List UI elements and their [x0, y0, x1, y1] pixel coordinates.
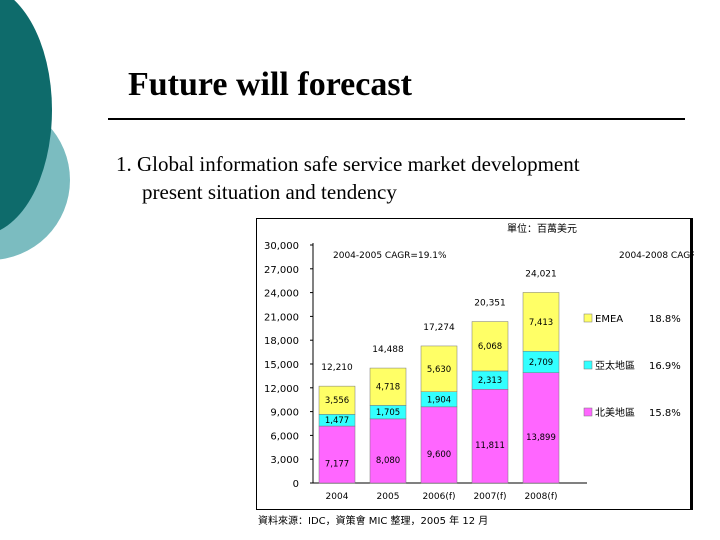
bar-total-label: 24,021	[525, 269, 557, 279]
y-tick-label: 21,000	[264, 312, 299, 323]
segment-value-label: 6,068	[478, 342, 502, 352]
x-tick-label: 2006(f)	[422, 492, 455, 502]
y-tick-label: 15,000	[264, 360, 299, 371]
slide-decoration	[0, 0, 90, 300]
y-tick-label: 6,000	[270, 431, 299, 442]
segment-value-label: 2,709	[529, 358, 553, 368]
segment-value-label: 7,177	[325, 460, 349, 470]
segment-value-label: 11,811	[475, 441, 505, 451]
y-tick-label: 3,000	[270, 455, 299, 466]
legend-cagr-value: 15.8%	[649, 408, 681, 419]
legend-swatch	[583, 360, 593, 370]
x-tick-label: 2005	[377, 492, 400, 502]
bar-segment	[369, 418, 407, 484]
bullet-text: 1. Global information safe service marke…	[116, 150, 580, 206]
bullet-line-1: 1. Global information safe service marke…	[116, 152, 580, 176]
chart-unit-label: 單位：百萬美元	[507, 222, 577, 235]
legend-series-name: 北美地區	[595, 406, 635, 419]
legend-series-name: 亞太地區	[595, 359, 635, 372]
segment-value-label: 5,630	[427, 365, 451, 375]
bar-total-label: 17,274	[423, 323, 455, 333]
y-tick-label: 12,000	[264, 384, 299, 395]
bar-segment	[318, 385, 356, 415]
segment-value-label: 9,600	[427, 450, 451, 460]
title-divider	[108, 118, 685, 120]
bar-segment	[471, 321, 509, 372]
x-tick-label: 2007(f)	[473, 492, 506, 502]
bar-segment	[522, 292, 560, 352]
y-tick-label: 30,000	[264, 241, 299, 252]
x-tick-label: 2004	[326, 492, 349, 502]
segment-value-label: 7,413	[529, 318, 553, 328]
bullet-line-2: present situation and tendency	[142, 180, 397, 204]
slide-title: Future will forecast	[128, 66, 412, 103]
bar-total-label: 12,210	[321, 363, 353, 373]
segment-value-label: 13,899	[526, 433, 556, 443]
chart-cagr-note: 2004-2005 CAGR=19.1%	[333, 251, 447, 261]
bar-segment	[420, 406, 458, 484]
segment-value-label: 2,313	[478, 376, 502, 386]
bar-segment	[471, 389, 509, 484]
bar-segment	[318, 425, 356, 484]
legend-swatch	[583, 407, 593, 417]
legend-swatch	[583, 313, 593, 323]
y-tick-label: 0	[293, 479, 299, 490]
legend-cagr-value: 16.9%	[649, 361, 681, 372]
chart-source: 資料來源：IDC，資策會 MIC 整理，2005 年 12 月	[258, 516, 489, 527]
market-chart: 0 3,000 6,000 9,000 12,000 15,000 18,000 21,000…	[256, 218, 694, 510]
segment-value-label: 8,080	[376, 456, 400, 466]
bar-segment	[522, 372, 560, 484]
segment-value-label: 1,705	[376, 408, 400, 418]
bar-total-label: 20,351	[474, 299, 506, 309]
segment-value-label: 1,477	[325, 416, 349, 426]
y-tick-label: 9,000	[270, 408, 299, 419]
legend-cagr-value: 18.8%	[649, 314, 681, 325]
y-tick-label: 27,000	[264, 265, 299, 276]
y-tick-label: 18,000	[264, 336, 299, 347]
bar-total-label: 14,488	[372, 345, 404, 355]
chart-svg: 0 3,000 6,000 9,000 12,000 15,000 18,000 21,000…	[264, 222, 694, 502]
segment-value-label: 4,718	[376, 383, 400, 393]
legend-cagr-header: 2004-2008 CAGR	[619, 251, 694, 261]
x-tick-label: 2008(f)	[524, 492, 557, 502]
legend-series-name: EMEA	[595, 314, 623, 325]
segment-value-label: 3,556	[325, 396, 349, 406]
bar-segment	[369, 367, 407, 406]
deco-circle-dark	[0, 0, 52, 231]
segment-value-label: 1,904	[427, 395, 451, 405]
y-tick-label: 24,000	[264, 289, 299, 300]
bar-segment	[420, 345, 458, 392]
